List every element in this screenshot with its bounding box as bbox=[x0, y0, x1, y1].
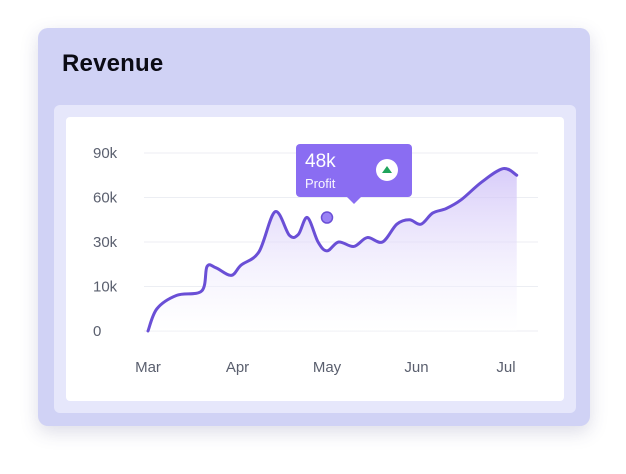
series-line bbox=[146, 166, 519, 333]
y-tick-label: 60k bbox=[93, 190, 118, 207]
chart-panel: 90k 60k 30k 10k 0 Mar Apr May Jun Jul 48k Profit bbox=[66, 117, 564, 401]
x-tick-label: Jul bbox=[496, 359, 515, 376]
value-tooltip: 48k Profit bbox=[296, 144, 412, 204]
card-title: Revenue bbox=[62, 50, 164, 77]
tooltip-label: Profit bbox=[305, 176, 336, 191]
revenue-chart[interactable]: 90k 60k 30k 10k 0 Mar Apr May Jun Jul bbox=[66, 117, 564, 401]
area-fill bbox=[148, 168, 517, 331]
x-tick-label: Apr bbox=[226, 359, 249, 376]
highlight-marker[interactable] bbox=[320, 211, 334, 224]
y-tick-label: 30k bbox=[93, 234, 118, 251]
axis-ticks: 90k 60k 30k 10k 0 Mar Apr May Jun Jul bbox=[93, 145, 516, 376]
chart-frame: 90k 60k 30k 10k 0 Mar Apr May Jun Jul 48k Profit bbox=[54, 105, 576, 413]
x-tick-label: Mar bbox=[135, 359, 161, 376]
tooltip-value: 48k bbox=[305, 151, 336, 172]
revenue-card: Revenue 90k 60k 30k 10k 0 Mar Apr May Jun Jul 48k… bbox=[38, 28, 590, 426]
y-tick-label: 10k bbox=[93, 279, 118, 296]
y-tick-label: 90k bbox=[93, 145, 118, 162]
x-tick-label: May bbox=[313, 359, 342, 376]
x-tick-label: Jun bbox=[404, 359, 428, 376]
y-tick-label: 0 bbox=[93, 323, 101, 340]
arrow-up-icon bbox=[376, 159, 398, 181]
area-path bbox=[148, 168, 517, 331]
series-line-path bbox=[146, 166, 519, 333]
highlight-point[interactable] bbox=[320, 211, 334, 224]
